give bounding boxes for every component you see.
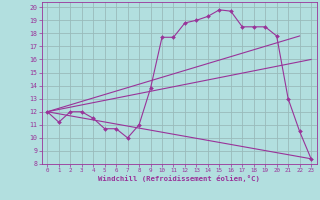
X-axis label: Windchill (Refroidissement éolien,°C): Windchill (Refroidissement éolien,°C) xyxy=(98,175,260,182)
